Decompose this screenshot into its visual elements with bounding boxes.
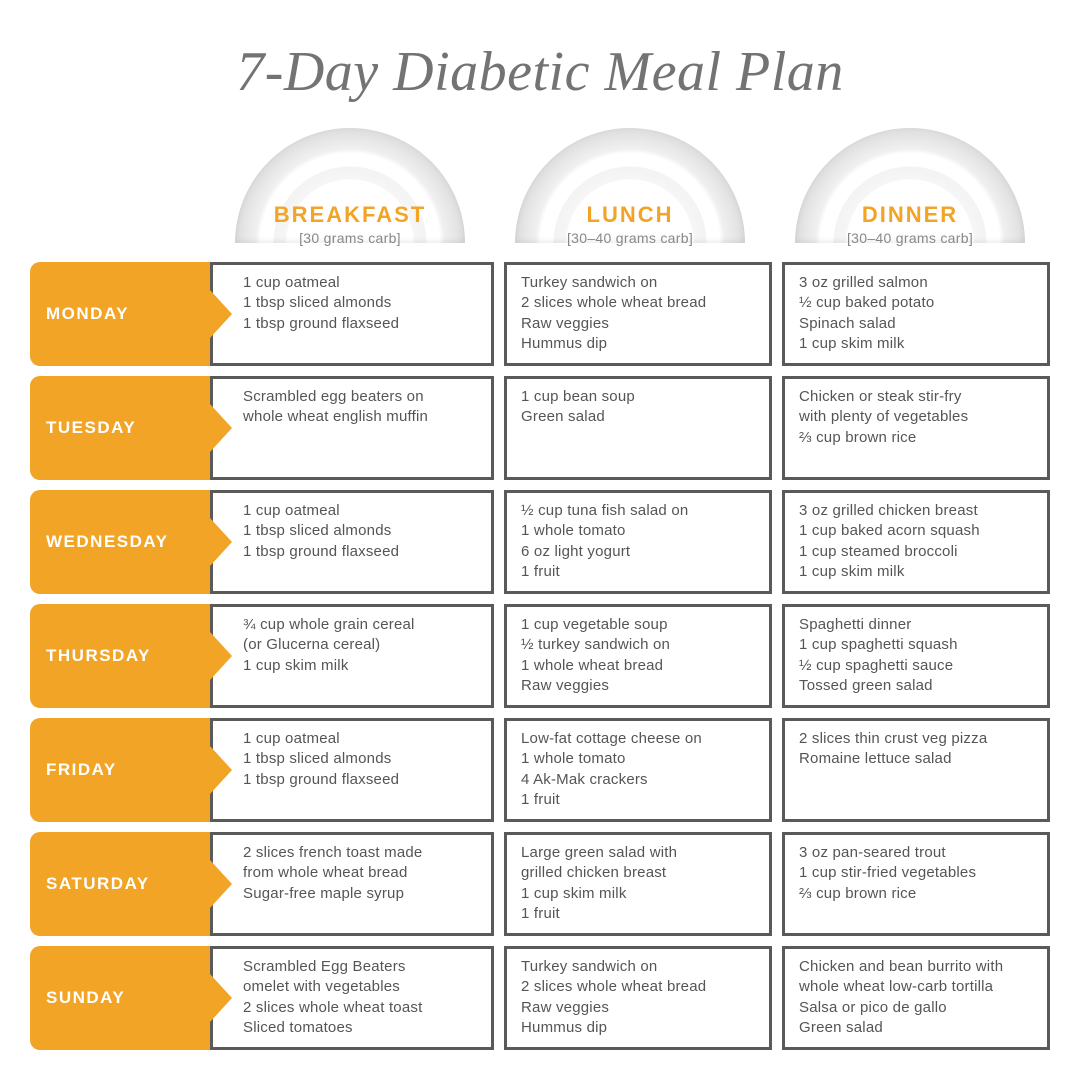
cell-thursday-dinner: Spaghetti dinner 1 cup spaghetti squash … (782, 604, 1050, 708)
table-row: THURSDAY ¾ cup whole grain cereal (or Gl… (30, 604, 1050, 708)
cell-sunday-breakfast: Scrambled Egg Beaters omelet with vegeta… (210, 946, 494, 1050)
table-row: FRIDAY 1 cup oatmeal 1 tbsp sliced almon… (30, 718, 1050, 822)
cell-friday-breakfast: 1 cup oatmeal 1 tbsp sliced almonds 1 tb… (210, 718, 494, 822)
day-label-friday: FRIDAY (30, 718, 210, 822)
cell-wednesday-dinner: 3 oz grilled chicken breast 1 cup baked … (782, 490, 1050, 594)
table-row: WEDNESDAY 1 cup oatmeal 1 tbsp sliced al… (30, 490, 1050, 594)
day-label-thursday: THURSDAY (30, 604, 210, 708)
cell-tuesday-dinner: Chicken or steak stir-fry with plenty of… (782, 376, 1050, 480)
cell-monday-lunch: Turkey sandwich on 2 slices whole wheat … (504, 262, 772, 366)
cell-saturday-lunch: Large green salad with grilled chicken b… (504, 832, 772, 936)
table-row: TUESDAY Scrambled egg beaters on whole w… (30, 376, 1050, 480)
meal-sub-lunch: [30–40 grams carb] (496, 230, 764, 246)
cell-thursday-breakfast: ¾ cup whole grain cereal (or Glucerna ce… (210, 604, 494, 708)
meal-header-dinner: DINNER (776, 202, 1044, 228)
meal-header-breakfast: BREAKFAST (216, 202, 484, 228)
cell-sunday-dinner: Chicken and bean burrito with whole whea… (782, 946, 1050, 1050)
day-label-saturday: SATURDAY (30, 832, 210, 936)
page-title: 7-Day Diabetic Meal Plan (0, 0, 1080, 104)
table-row: SATURDAY 2 slices french toast made from… (30, 832, 1050, 936)
cell-wednesday-breakfast: 1 cup oatmeal 1 tbsp sliced almonds 1 tb… (210, 490, 494, 594)
cell-saturday-dinner: 3 oz pan-seared trout 1 cup stir-fried v… (782, 832, 1050, 936)
meal-sub-dinner: [30–40 grams carb] (776, 230, 1044, 246)
cell-tuesday-lunch: 1 cup bean soup Green salad (504, 376, 772, 480)
day-label-monday: MONDAY (30, 262, 210, 366)
meal-headers: BREAKFAST [30 grams carb] LUNCH [30–40 g… (210, 202, 1050, 246)
table-row: SUNDAY Scrambled Egg Beaters omelet with… (30, 946, 1050, 1050)
cell-sunday-lunch: Turkey sandwich on 2 slices whole wheat … (504, 946, 772, 1050)
table-row: MONDAY 1 cup oatmeal 1 tbsp sliced almon… (30, 262, 1050, 366)
day-label-sunday: SUNDAY (30, 946, 210, 1050)
cell-monday-dinner: 3 oz grilled salmon ½ cup baked potato S… (782, 262, 1050, 366)
cell-tuesday-breakfast: Scrambled egg beaters on whole wheat eng… (210, 376, 494, 480)
day-label-wednesday: WEDNESDAY (30, 490, 210, 594)
cell-friday-lunch: Low-fat cottage cheese on 1 whole tomato… (504, 718, 772, 822)
cell-monday-breakfast: 1 cup oatmeal 1 tbsp sliced almonds 1 tb… (210, 262, 494, 366)
day-label-tuesday: TUESDAY (30, 376, 210, 480)
cell-wednesday-lunch: ½ cup tuna fish salad on 1 whole tomato … (504, 490, 772, 594)
cell-thursday-lunch: 1 cup vegetable soup ½ turkey sandwich o… (504, 604, 772, 708)
plate-decorations (210, 120, 1050, 280)
cell-friday-dinner: 2 slices thin crust veg pizza Romaine le… (782, 718, 1050, 822)
meal-sub-breakfast: [30 grams carb] (216, 230, 484, 246)
cell-saturday-breakfast: 2 slices french toast made from whole wh… (210, 832, 494, 936)
meal-header-lunch: LUNCH (496, 202, 764, 228)
meal-plan-table: MONDAY 1 cup oatmeal 1 tbsp sliced almon… (30, 262, 1050, 1050)
